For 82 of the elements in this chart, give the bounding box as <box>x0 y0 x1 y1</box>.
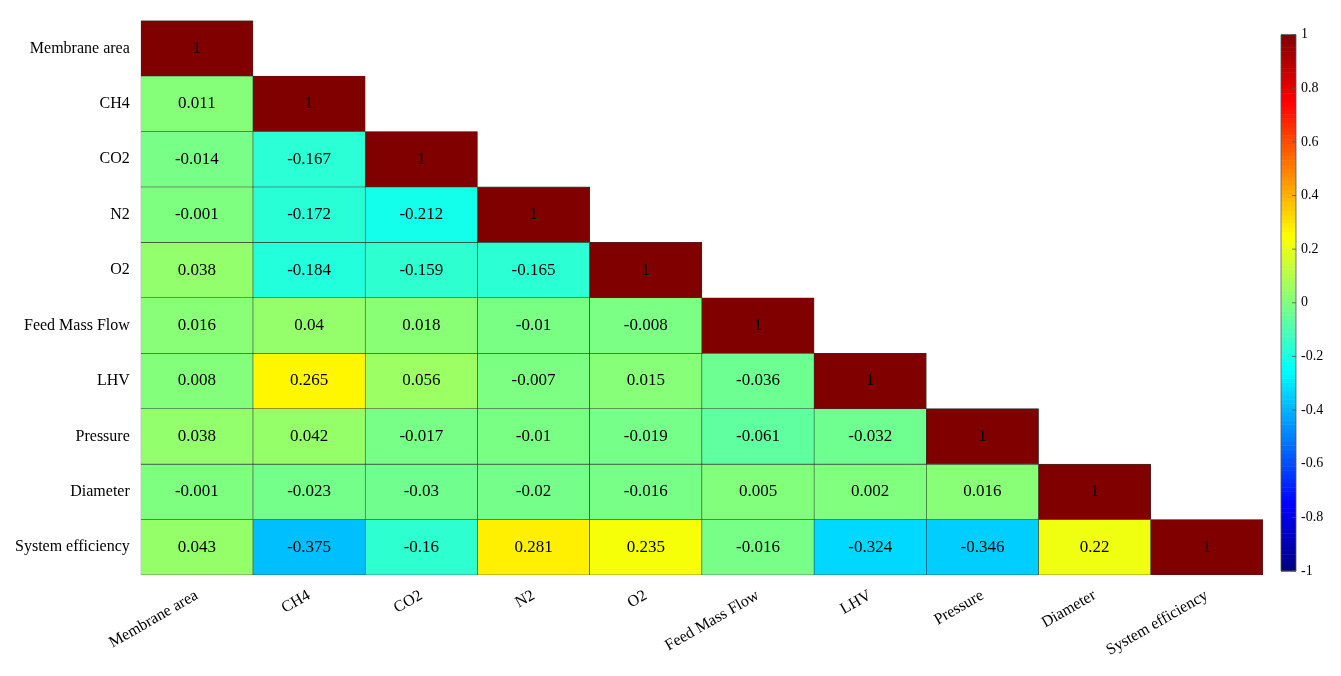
x-tick-label: N2 <box>511 585 538 611</box>
data-label: 0.011 <box>178 93 216 113</box>
data-label: 0.042 <box>289 425 329 445</box>
x-tick-label: O2 <box>623 585 650 611</box>
data-label: -0.061 <box>736 425 780 445</box>
data-label: 1 <box>753 314 763 334</box>
x-tick-label: Feed Mass Flow <box>661 585 762 654</box>
color-bar-label: 0.4 <box>1301 187 1319 203</box>
data-label: 0.016 <box>177 314 217 334</box>
y-tick-label: O2 <box>110 260 130 278</box>
data-label: -0.032 <box>848 425 893 445</box>
data-label: -0.346 <box>960 536 1005 556</box>
data-label: 0.235 <box>626 536 665 556</box>
data-label: -0.167 <box>287 148 332 168</box>
data-label: 0.043 <box>177 536 217 556</box>
data-label: -0.375 <box>287 536 332 556</box>
y-tick-label: CO2 <box>99 149 130 167</box>
data-label: -0.159 <box>399 259 444 279</box>
data-label: 1 <box>1202 536 1212 556</box>
data-label: -0.016 <box>623 481 668 501</box>
color-bar-label: 0.8 <box>1301 79 1319 95</box>
data-label: -0.023 <box>287 481 332 501</box>
data-label: 0.005 <box>738 481 778 501</box>
data-label: -0.212 <box>399 204 444 224</box>
data-label: -0.036 <box>736 370 780 390</box>
color-bar-label: -0.6 <box>1301 455 1324 471</box>
data-label: 0.22 <box>1079 536 1110 556</box>
color-bar-label: -0.4 <box>1301 401 1324 417</box>
data-label: 0.281 <box>514 536 553 556</box>
data-label: 1 <box>1090 481 1099 501</box>
data-label: -0.02 <box>515 481 552 501</box>
data-label: 1 <box>641 259 651 279</box>
y-tick-label: Diameter <box>70 482 131 500</box>
data-label: 0.016 <box>963 481 1002 501</box>
color-bar-label: -1 <box>1301 562 1313 578</box>
x-tick-label: LHV <box>836 585 875 617</box>
data-label: 0.002 <box>851 481 890 501</box>
data-label: 1 <box>529 204 538 224</box>
data-label: 1 <box>192 37 202 57</box>
data-label: -0.01 <box>515 314 552 334</box>
data-label: 0.04 <box>294 314 325 334</box>
color-bar-label: -0.2 <box>1301 348 1324 364</box>
data-label: 1 <box>417 148 426 168</box>
y-tick-label: Membrane area <box>29 38 130 56</box>
data-label: -0.008 <box>623 314 668 334</box>
color-bar-label: 0.6 <box>1301 133 1319 149</box>
data-label: -0.001 <box>174 481 219 501</box>
data-label: -0.324 <box>848 536 893 556</box>
data-label: -0.184 <box>287 259 332 279</box>
data-label: 1 <box>978 425 987 445</box>
color-bar-label: 0.2 <box>1301 240 1319 256</box>
data-label: -0.16 <box>403 536 440 556</box>
data-label: -0.01 <box>515 425 552 445</box>
y-tick-label: System efficiency <box>15 537 130 556</box>
data-label: -0.019 <box>623 425 668 445</box>
color-bar-label: 1 <box>1301 26 1308 42</box>
data-label: 0.265 <box>289 370 329 390</box>
data-label: 0.038 <box>177 425 217 445</box>
data-label: 0.018 <box>402 314 441 334</box>
data-label: 1 <box>865 370 875 390</box>
y-tick-label: LHV <box>96 371 131 389</box>
data-label: 0.008 <box>177 370 217 390</box>
x-tick-label: CH4 <box>278 585 313 616</box>
y-tick-label: Feed Mass Flow <box>24 315 131 333</box>
data-label: -0.014 <box>174 148 220 168</box>
color-bar-label: 0 <box>1301 294 1308 310</box>
data-label: -0.007 <box>511 370 557 390</box>
data-label: -0.172 <box>287 204 332 224</box>
data-label: 0.056 <box>402 370 441 390</box>
x-tick-label: CO2 <box>390 585 425 616</box>
y-tick-label: Pressure <box>75 426 130 444</box>
y-tick-label: CH4 <box>99 93 130 111</box>
data-label: -0.03 <box>403 481 440 501</box>
data-label: -0.017 <box>399 425 444 445</box>
data-label: 0.038 <box>177 259 217 279</box>
data-label: -0.016 <box>736 536 780 556</box>
data-label: 1 <box>304 93 314 113</box>
data-label: -0.165 <box>511 259 556 279</box>
data-label: 0.015 <box>626 370 665 390</box>
y-tick-label: N2 <box>110 204 130 222</box>
color-bar-label: -0.8 <box>1301 509 1324 525</box>
data-label: -0.001 <box>174 204 219 224</box>
